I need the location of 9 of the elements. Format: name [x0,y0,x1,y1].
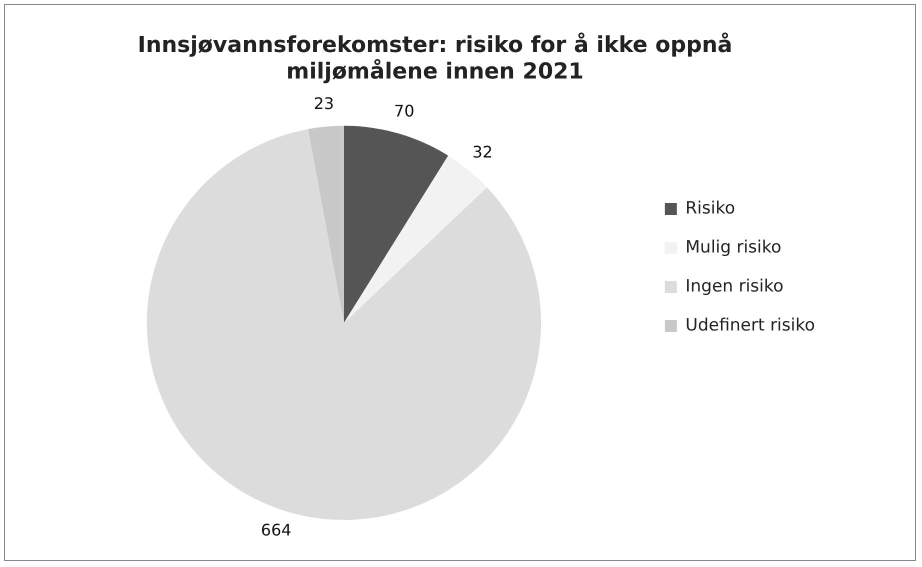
legend-label: Udefinert risiko [685,315,815,336]
data-label: 32 [472,142,493,162]
legend-label: Mulig risiko [685,237,782,258]
data-label: 70 [394,101,414,120]
data-label: 23 [314,94,334,113]
legend-label: Risiko [685,198,736,218]
chart-title: Innsjøvannsforekomster: risiko for å ikke oppnå miljømålene innen 2021 [138,32,732,84]
legend-label: Ingen risiko [685,276,784,296]
data-label: 664 [260,520,292,540]
